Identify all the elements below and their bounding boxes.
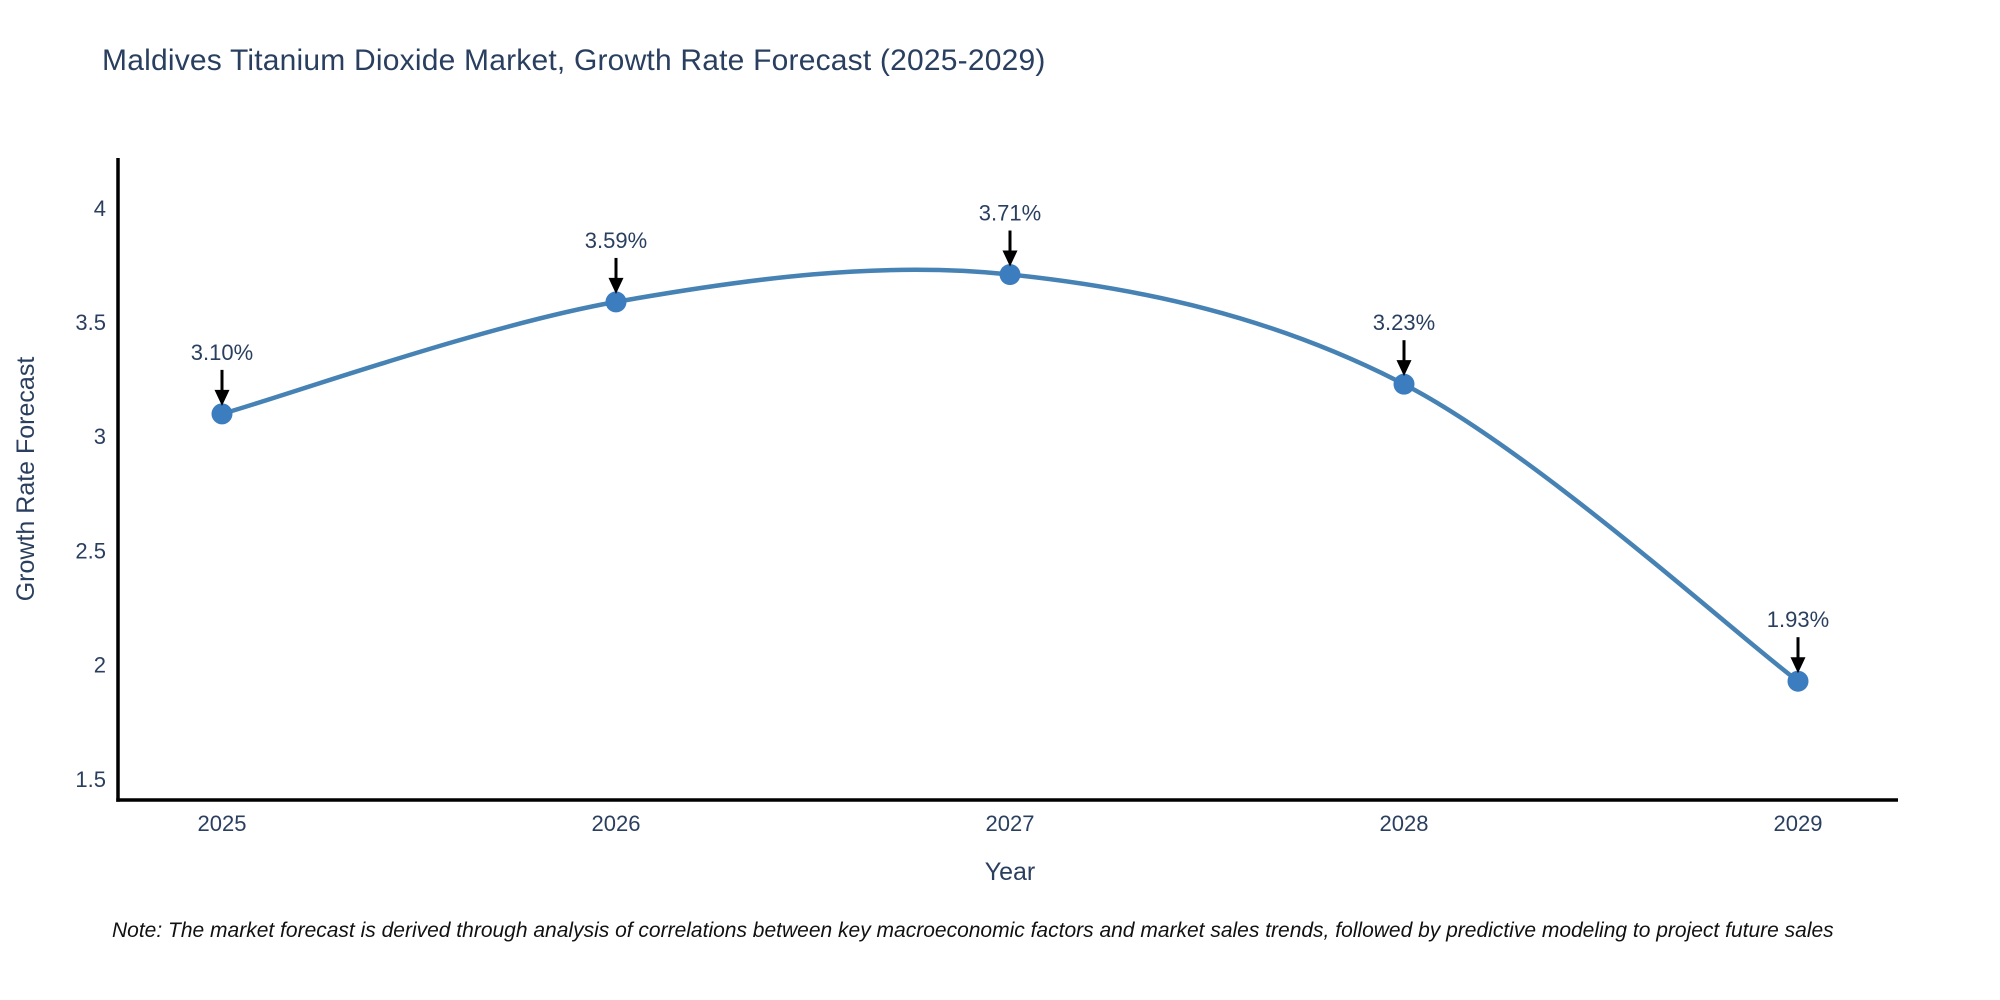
data-point-marker[interactable]: [605, 291, 627, 313]
x-axis-title: Year: [985, 858, 1036, 886]
y-axis-title: Growth Rate Forecast: [12, 357, 40, 602]
data-point-label: 3.23%: [1373, 310, 1435, 335]
data-point-label: 3.59%: [585, 228, 647, 253]
annotation-arrow-head: [1002, 250, 1018, 267]
data-point-label: 1.93%: [1767, 607, 1829, 632]
x-tick-label: 2027: [986, 811, 1035, 836]
data-point-marker[interactable]: [1393, 373, 1415, 395]
x-tick-label: 2026: [592, 811, 641, 836]
x-tick-label: 2028: [1380, 811, 1429, 836]
annotation-arrow-head: [1396, 360, 1412, 377]
y-tick-label: 4: [94, 196, 106, 221]
annotation-arrow-head: [214, 389, 230, 406]
annotation-arrow-head: [1790, 657, 1806, 674]
y-tick-label: 1.5: [75, 767, 106, 792]
y-tick-label: 2: [94, 653, 106, 678]
x-tick-label: 2029: [1774, 811, 1823, 836]
data-point-label: 3.10%: [191, 340, 253, 365]
y-tick-label: 3.5: [75, 310, 106, 335]
y-tick-label: 2.5: [75, 538, 106, 563]
x-tick-label: 2025: [198, 811, 247, 836]
data-point-label: 3.71%: [979, 201, 1041, 226]
forecast-line: [219, 267, 1801, 684]
chart-title: Maldives Titanium Dioxide Market, Growth…: [102, 44, 1046, 77]
data-point-marker[interactable]: [999, 264, 1021, 286]
data-point-marker[interactable]: [1787, 670, 1809, 692]
annotation-arrow-head: [608, 277, 624, 294]
footnote: Note: The market forecast is derived thr…: [112, 919, 1834, 942]
data-point-marker[interactable]: [211, 403, 233, 425]
y-tick-label: 3: [94, 424, 106, 449]
